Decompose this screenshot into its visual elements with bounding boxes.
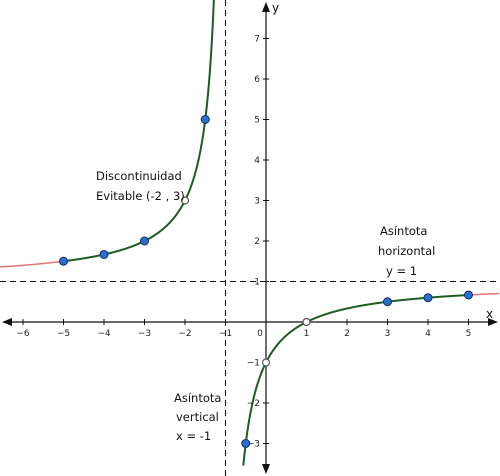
x-tick-label: 5 xyxy=(466,329,472,339)
x-tick-label: −6 xyxy=(16,329,30,339)
horizontal-asymptote-annotation-line3: y = 1 xyxy=(386,264,417,278)
horizontal-asymptote-annotation-line1: Asíntota xyxy=(380,224,427,238)
discontinuity-annotation-line1: Discontinuidad xyxy=(96,169,182,183)
y-tick-label: −1 xyxy=(247,359,260,369)
hollow-point xyxy=(261,358,271,367)
left-branch-extension xyxy=(0,260,64,268)
right-branch-extension xyxy=(468,292,500,296)
y-tick-label: 6 xyxy=(254,75,260,85)
x-tick-label: 0 xyxy=(257,329,263,339)
y-tick-label: 3 xyxy=(254,197,260,207)
horizontal-asymptote-annotation-line2: horizontal xyxy=(378,244,435,258)
vertical-asymptote-annotation-line3: x = -1 xyxy=(176,429,211,443)
x-tick-label: 3 xyxy=(385,329,391,339)
x-axis-arrow-left xyxy=(2,318,12,326)
x-tick-label: 4 xyxy=(425,329,431,339)
vertical-asymptote-annotation-line1: Asíntota xyxy=(174,391,221,405)
y-tick-label: 1 xyxy=(254,278,260,288)
y-tick-label: 2 xyxy=(254,237,260,247)
x-tick-label: −3 xyxy=(138,329,151,339)
data-point xyxy=(99,249,109,259)
data-point xyxy=(464,290,473,300)
y-tick-label: −3 xyxy=(247,440,260,450)
x-tick-label: −1 xyxy=(219,329,232,339)
y-tick-label: 5 xyxy=(254,116,260,126)
y-tick-label: 4 xyxy=(254,156,260,166)
x-axis-arrow-right xyxy=(488,318,498,326)
x-tick-label: 1 xyxy=(304,329,310,339)
x-tick-label: −4 xyxy=(97,329,111,339)
data-point xyxy=(423,293,433,303)
data-point xyxy=(59,256,68,266)
discontinuity-annotation-line2: Evitable (-2 , 3) xyxy=(96,189,185,203)
x-tick-label: 2 xyxy=(344,329,350,339)
vertical-asymptote-annotation-line2: vertical xyxy=(176,410,219,424)
x-tick-label: −5 xyxy=(57,329,70,339)
y-tick-label: −2 xyxy=(247,399,260,409)
x-tick-label: −2 xyxy=(178,329,191,339)
left-branch-curve xyxy=(63,0,215,263)
hollow-point xyxy=(302,317,311,327)
y-tick-label: 7 xyxy=(254,35,260,45)
y-axis-arrow-bottom xyxy=(262,464,270,474)
data-point xyxy=(241,439,251,448)
data-point xyxy=(140,236,149,246)
hollow-point xyxy=(180,196,190,205)
x-axis-label: x xyxy=(486,307,493,321)
data-point xyxy=(200,115,210,124)
y-axis-arrow-top xyxy=(262,2,270,12)
y-axis-label: y xyxy=(272,1,279,15)
right-branch-curve xyxy=(242,294,469,466)
data-point xyxy=(383,297,392,307)
